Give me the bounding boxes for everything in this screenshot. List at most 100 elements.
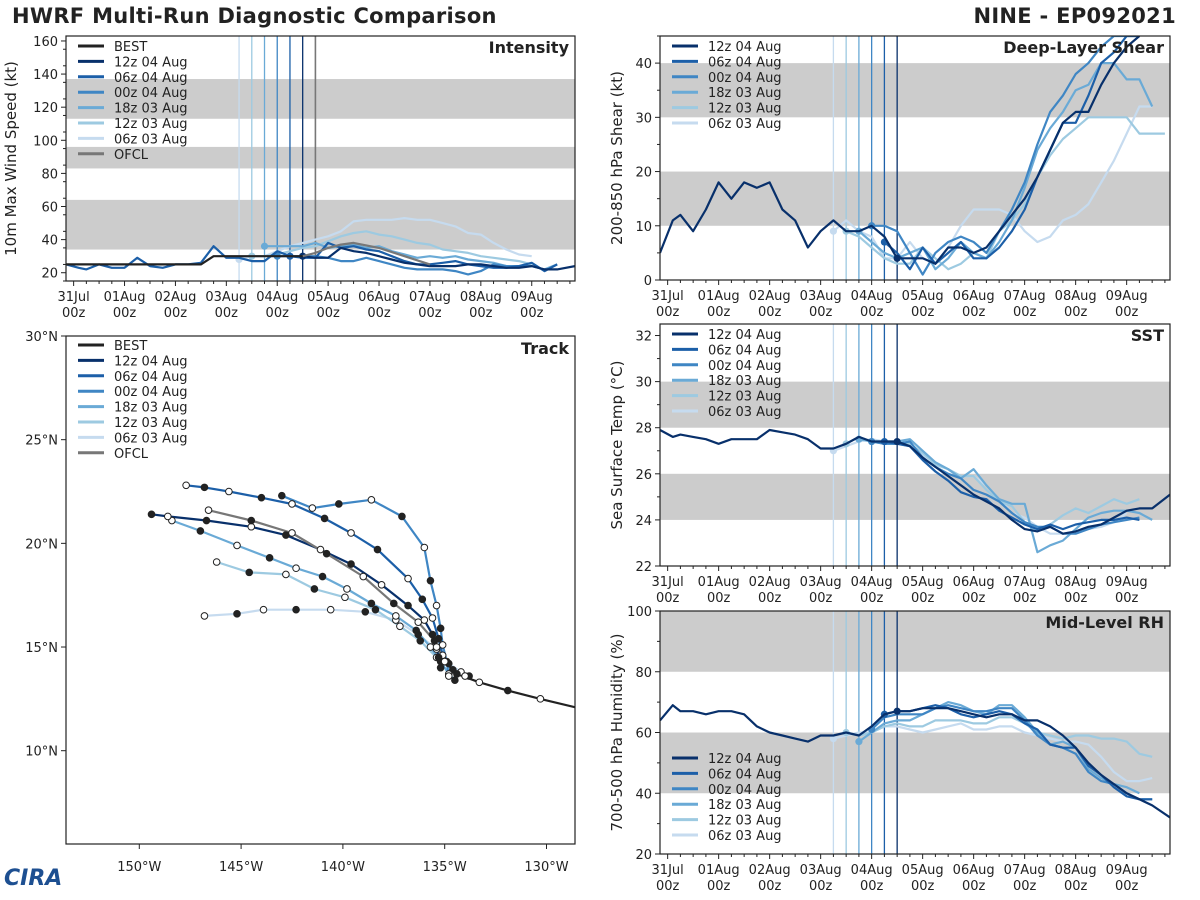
legend-entry: 12z 04 Aug xyxy=(708,40,782,55)
series-line xyxy=(660,704,1170,819)
legend-entry: 00z 04 Aug xyxy=(708,359,782,374)
legend-entry: 12z 03 Aug xyxy=(114,416,188,431)
y-tick-label: 28 xyxy=(635,422,652,437)
track-point xyxy=(389,599,398,608)
x-tick-label: 08Aug xyxy=(1055,863,1097,878)
track-point xyxy=(359,572,368,581)
legend-entry: 06z 03 Aug xyxy=(114,132,188,147)
track-point xyxy=(310,585,319,593)
track-point xyxy=(288,500,296,508)
legend-entry: 06z 04 Aug xyxy=(708,55,782,70)
x-tick-label: 06Aug xyxy=(953,289,995,304)
y-tick-label: 60 xyxy=(41,201,58,216)
legend-entry: 00z 04 Aug xyxy=(114,385,188,400)
track-point xyxy=(438,641,447,649)
legend-entry: 00z 04 Aug xyxy=(708,71,782,86)
y-tick-label: 40 xyxy=(635,787,652,802)
x-tick-label: 00z xyxy=(1064,305,1088,320)
init-point xyxy=(855,738,863,746)
init-point xyxy=(893,437,901,446)
y-tick-label: 100 xyxy=(627,605,652,620)
x-tick-label: 03Aug xyxy=(205,290,247,305)
x-tick-label: 00z xyxy=(520,306,544,321)
series-group xyxy=(660,428,1170,554)
y-tick-label: 32 xyxy=(635,330,652,345)
track-point xyxy=(200,612,209,620)
track-point xyxy=(341,593,349,602)
track-point xyxy=(259,605,268,614)
track-point xyxy=(367,496,376,504)
x-tick-label: 01Aug xyxy=(698,575,740,590)
x-tick-label: 08Aug xyxy=(1055,289,1097,304)
x-tick-label: 05Aug xyxy=(902,863,944,878)
track-point xyxy=(318,572,327,581)
storm-name: NINE - EP092021 xyxy=(973,4,1176,28)
y-tick-label: 100 xyxy=(33,134,58,149)
x-tick-label: 07Aug xyxy=(1004,575,1046,590)
x-tick-label: 06Aug xyxy=(953,575,995,590)
legend-entry: 06z 04 Aug xyxy=(114,370,188,385)
track-point xyxy=(426,576,435,585)
x-tick-label: 00z xyxy=(962,879,986,894)
track-point xyxy=(292,564,300,573)
cira-logo: CIRA xyxy=(4,866,63,891)
x-tick-label: 08Aug xyxy=(1055,575,1097,590)
plot-frame xyxy=(659,35,1171,281)
track-point xyxy=(361,607,370,616)
panel-title: Track xyxy=(521,339,569,358)
track-line xyxy=(208,509,446,662)
legend-entry: 12z 03 Aug xyxy=(708,814,782,829)
x-tick-label: 02Aug xyxy=(154,290,196,305)
track-point xyxy=(245,568,254,577)
x-tick-label: 00z xyxy=(1013,591,1037,606)
y-tick-label: 15°N xyxy=(25,641,58,656)
shaded-band xyxy=(66,199,575,250)
x-tick-label: 150°W xyxy=(117,860,161,875)
init-point xyxy=(893,707,901,715)
track-point xyxy=(451,676,459,684)
series-line xyxy=(251,230,532,266)
legend-entry: 12z 04 Aug xyxy=(708,752,782,767)
track-point xyxy=(164,512,172,521)
legend-entry: 06z 04 Aug xyxy=(708,343,782,358)
shaded-band xyxy=(66,146,575,169)
x-tick-label: 00z xyxy=(707,591,731,606)
x-tick-label: 00z xyxy=(758,591,782,606)
x-tick-label: 01Aug xyxy=(698,289,740,304)
x-tick-label: 01Aug xyxy=(104,290,146,305)
init-point xyxy=(260,242,269,250)
track-point xyxy=(212,558,221,566)
panel-track: 150°W 145°W 140°W 135°W 130°W 10°N 15°N 20°N 25°… xyxy=(25,330,576,875)
track-point xyxy=(326,605,335,614)
y-axis-label: 700-500 hPa Humidity (%) xyxy=(608,633,626,831)
track-point xyxy=(371,605,380,614)
track-point xyxy=(428,630,437,639)
track-point xyxy=(204,506,213,514)
x-tick-label: 31Jul xyxy=(58,290,90,305)
track-point xyxy=(434,653,443,662)
track-point xyxy=(292,605,300,614)
x-tick-label: 00z xyxy=(367,306,391,321)
x-tick-label: 06Aug xyxy=(953,863,995,878)
x-tick-label: 00z xyxy=(860,591,884,606)
panel-sst: 22242628303231Jul00z01Aug00z02Aug00z03Au… xyxy=(608,323,1171,606)
x-tick-label: 00z xyxy=(758,305,782,320)
y-tick-label: 140 xyxy=(33,68,58,83)
track-point xyxy=(347,560,355,568)
track-line xyxy=(171,519,456,681)
track-point xyxy=(288,529,296,537)
panel-title: Deep-Layer Shear xyxy=(1003,38,1164,57)
shaded-band xyxy=(660,63,1170,118)
series-line xyxy=(870,704,1153,801)
track-point xyxy=(347,529,355,537)
legend-entry: 06z 03 Aug xyxy=(708,829,782,844)
track-point xyxy=(420,543,429,552)
panel-title: SST xyxy=(1131,326,1164,345)
track-point xyxy=(392,612,400,620)
shaded-band xyxy=(660,611,1170,672)
plot-frame xyxy=(659,323,1171,567)
track-point xyxy=(233,541,241,550)
track-point xyxy=(343,585,351,593)
x-tick-label: 01Aug xyxy=(698,863,740,878)
